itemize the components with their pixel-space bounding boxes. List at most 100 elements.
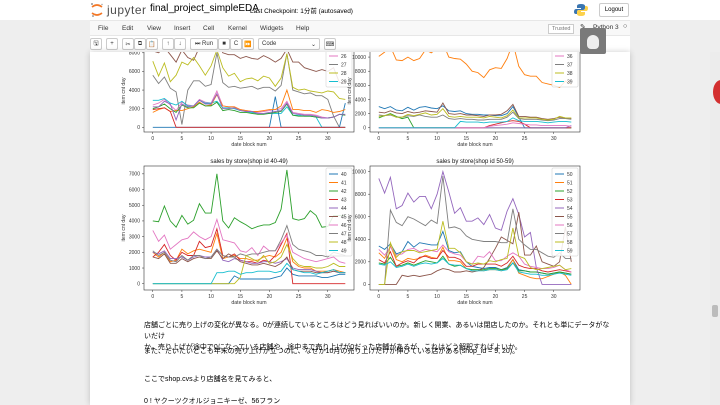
x-tick-label: 10	[208, 136, 214, 142]
menu-edit[interactable]: Edit	[122, 25, 134, 32]
series-group	[152, 169, 346, 285]
chart-shops-20-29: 0 2000 4000 6000 8000 0 5 10 15 20 25 30 date block …	[121, 52, 355, 148]
y-tick-label: 10000	[352, 169, 366, 175]
copy-button[interactable]: ⧉	[134, 38, 146, 50]
y-tick-label: 8000	[355, 69, 366, 75]
chart-shops-30-39: 0 2000 4000 6000 8000 10000 0 5 10 15 20 25 30 date b…	[347, 52, 581, 148]
jupyter-logo-icon	[91, 3, 103, 17]
y-tick-label: 6000	[355, 215, 366, 221]
legend: 50 51 52 53 54 55 56 57 58 59	[551, 167, 579, 257]
x-tick-label: 15	[237, 294, 243, 300]
legend-box	[551, 52, 579, 88]
paste-button[interactable]: 📋	[146, 38, 158, 50]
x-tick-label: 30	[325, 294, 331, 300]
menu-view[interactable]: View	[147, 25, 161, 32]
series-line-56	[378, 244, 572, 273]
menu-widgets[interactable]: Widgets	[260, 25, 284, 32]
legend-label-59: 59	[567, 248, 573, 254]
legend-label-47: 47	[341, 231, 347, 237]
menu-file[interactable]: File	[98, 25, 109, 32]
md-line: か。売り上げが途中で0になっている店舗や、途中まで売り上げが0だった店舗があるが…	[144, 344, 522, 351]
y-axis-label: item cnt day	[121, 214, 127, 241]
cut-button[interactable]: ✂	[122, 38, 134, 50]
series-line-45	[152, 250, 346, 274]
notebook-title[interactable]: final_project_simpleEDA	[150, 3, 259, 14]
menu-cell[interactable]: Cell	[203, 25, 215, 32]
markdown-paragraph-4: 0 ! ヤクーツクオルジョニキーゼ、56フラン	[144, 398, 281, 405]
menu-insert[interactable]: Insert	[174, 25, 191, 32]
move-up-button[interactable]: ↑	[162, 38, 174, 50]
series-line-52	[378, 255, 572, 275]
legend-label-49: 49	[341, 248, 347, 254]
x-axis-label: date block num	[457, 300, 492, 306]
move-down-button[interactable]: ↓	[174, 38, 186, 50]
x-tick-label: 5	[407, 136, 410, 142]
run-button[interactable]: ⏭ Run	[190, 38, 218, 50]
kernel-status-icon: ○	[623, 23, 628, 30]
command-palette-button[interactable]: ⌨	[324, 38, 336, 50]
menu-help[interactable]: Help	[296, 25, 310, 32]
cell-type-select[interactable]: Code ⌄	[258, 38, 320, 50]
x-tick-label: 5	[407, 294, 410, 300]
x-tick-label: 20	[493, 136, 499, 142]
x-tick-label: 0	[377, 294, 380, 300]
legend-label-37: 37	[567, 62, 573, 68]
legend-label-53: 53	[567, 197, 573, 203]
x-tick-label: 30	[551, 136, 557, 142]
series-line-37	[378, 111, 572, 122]
header: jupyter final_project_simpleEDA Last Che…	[0, 0, 720, 20]
chart-shops-50-59: 0 2000 4000 6000 8000 10000 0 5 10 15 20 25 30 date b…	[347, 159, 581, 306]
save-button[interactable]: 🖫	[90, 38, 102, 50]
series-line-44	[152, 248, 346, 274]
python-logo-icon	[574, 4, 588, 16]
x-axis-label: date block num	[231, 300, 266, 306]
markdown-paragraph-1: 店舗ごとに売り上げの変化が異なる。0が連続しているところはどう見ればいいのか。新…	[144, 320, 614, 353]
pencil-icon[interactable]: ✎	[580, 23, 586, 31]
y-tick-label: 0	[137, 282, 140, 288]
restart-button[interactable]: C	[230, 38, 242, 50]
restart-run-all-button[interactable]: ⏩	[242, 38, 254, 50]
add-cell-button[interactable]: +	[106, 38, 118, 50]
x-tick-label: 15	[463, 136, 469, 142]
series-line-59	[378, 257, 572, 276]
menu-kernel[interactable]: Kernel	[228, 25, 247, 32]
chart-title: sales by store(shop id 50-59)	[436, 159, 513, 165]
stop-button[interactable]: ■	[218, 38, 230, 50]
series-line-41	[152, 231, 346, 274]
logo-text: jupyter	[107, 3, 147, 17]
legend: 26 27 28 29	[325, 52, 353, 88]
move-down-icon: ↓	[178, 41, 182, 47]
y-tick-label: 4000	[129, 219, 140, 225]
series-line-25	[154, 52, 346, 84]
legend: 40 41 42 43 44 45 46 47 48 49	[325, 167, 353, 257]
series-group	[378, 52, 572, 129]
jupyter-logo[interactable]: jupyter	[90, 2, 147, 18]
series-line-27	[152, 52, 346, 128]
legend-label-36: 36	[567, 54, 573, 60]
menubar: File Edit View Insert Cell Kernel Widget…	[90, 20, 630, 36]
plot-frame	[143, 165, 355, 291]
legend: 36 37 38 39	[551, 52, 579, 88]
series-group	[152, 52, 346, 128]
markdown-paragraph-2: また、だいたいどこも年末の売り上げが立つのに、なぜか10月の売り上げだけが伸びて…	[144, 348, 520, 355]
x-tick-label: 30	[551, 294, 557, 300]
legend-label-38: 38	[567, 71, 573, 77]
toolbar: 🖫 + ✂ ⧉ 📋 ↑ ↓ ⏭ Run ■ C ⏩ Code ⌄ ⌨	[90, 36, 630, 52]
x-tick-label: 10	[208, 294, 214, 300]
md-line: 店舗ごとに売り上げの変化が異なる。0が連続しているところはどう見ればいいのか。新…	[144, 322, 610, 340]
logout-button[interactable]: Logout	[599, 3, 629, 17]
floating-record-button[interactable]	[713, 80, 720, 104]
series-line-57	[378, 176, 572, 285]
x-tick-label: 30	[325, 136, 331, 142]
x-axis-label: date block num	[457, 142, 492, 148]
add-cell-icon: +	[110, 41, 114, 47]
legend-label-44: 44	[341, 206, 347, 212]
series-line-22	[152, 101, 346, 119]
trusted-indicator[interactable]: Trusted	[548, 24, 575, 34]
series-group	[378, 169, 572, 285]
legend-label-26: 26	[341, 54, 347, 60]
cut-icon: ✂	[125, 41, 131, 48]
y-tick-label: 6000	[129, 187, 140, 193]
scrollbar-thumb[interactable]	[712, 305, 718, 317]
chevron-down-icon: ⌄	[310, 41, 316, 48]
